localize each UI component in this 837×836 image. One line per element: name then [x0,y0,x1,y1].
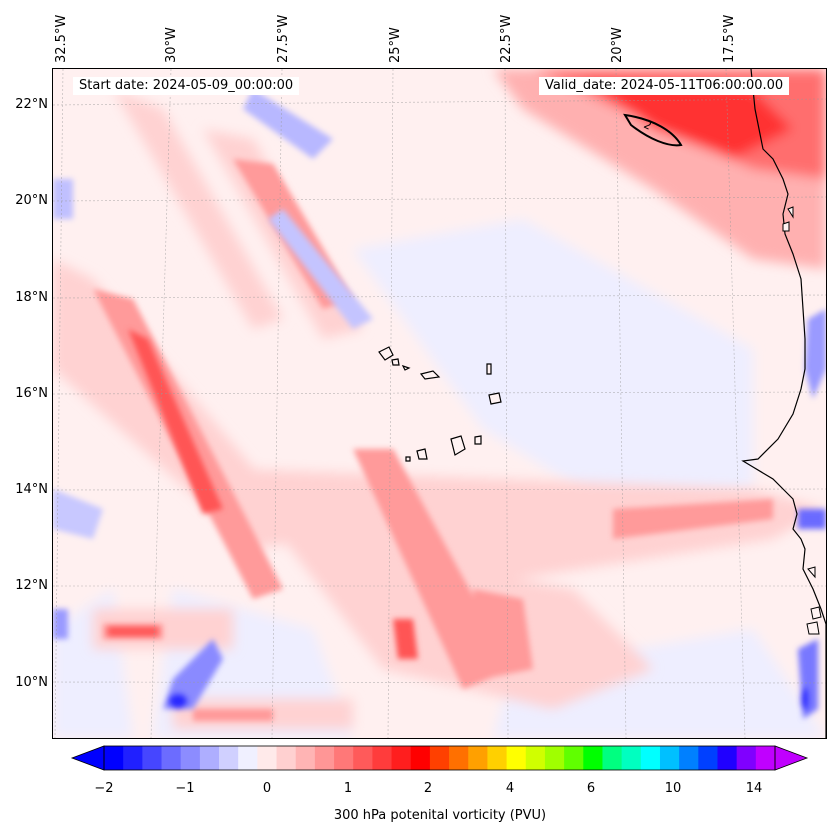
island [416,448,428,460]
colorbar-tick: 6 [586,781,596,796]
island [474,435,482,445]
colorbar-cell [429,746,450,770]
lon-label: 22.5°W [499,14,514,63]
colorbar-cell [525,746,546,770]
colorbar-tick: −2 [94,781,114,796]
map-panel: 2 [52,68,827,739]
colorbar-title: 300 hPa potenital vorticity (PVU) [333,808,547,823]
coastal-islands [782,206,822,635]
colorbar-cell [544,746,565,770]
colorbar-cell [621,746,642,770]
colorbar-cell [449,746,469,770]
graticule [53,69,826,738]
colorbar-cell [506,746,527,770]
pv-jet-streak [493,69,826,269]
colorbar-tick: 14 [745,781,763,796]
island [419,370,441,380]
pv-map: 2 [53,69,826,738]
colorbar-tick: 4 [505,781,515,796]
colorbar-cell [736,746,757,770]
island [401,364,411,371]
africa-coastline [741,69,826,738]
colorbar-cell [353,746,373,770]
colorbar-cell [583,746,603,770]
island [391,358,400,366]
colorbar-cell [295,746,316,770]
cape-verde-islands [378,346,502,462]
island [488,392,502,405]
colorbar-cell [334,746,354,770]
colorbar-tick: 0 [262,781,272,796]
colorbar-cell [698,746,718,770]
colorbar-cells [104,746,776,770]
lat-label: 18°N [15,290,48,305]
lat-label: 22°N [15,97,48,112]
colorbar-cell [238,746,258,770]
colorbar-cell [659,746,680,770]
lat-label: 16°N [15,386,48,401]
contour-label: 2 [642,118,654,133]
colorbar-cell [717,746,738,770]
colorbar-left-arrow [70,745,105,771]
island [486,363,492,375]
lat-label: 20°N [15,193,48,208]
colorbar-cell [602,746,623,770]
colorbar-tick: 1 [343,781,353,796]
lon-label: 27.5°W [276,14,291,63]
island [378,346,394,361]
colorbar-cell [372,746,393,770]
lon-label: 17.5°W [722,14,737,63]
lon-label: 30°W [164,27,179,63]
colorbar-cell [564,746,584,770]
lon-label: 32.5°W [54,14,69,63]
lat-label: 12°N [15,578,48,593]
colorbar-cell [679,746,699,770]
colorbar-tick: 10 [664,781,682,796]
colorbar-cell [755,746,776,770]
lat-label: 14°N [15,482,48,497]
lon-label: 25°W [388,27,403,63]
colorbar-cell [410,746,431,770]
island [405,456,411,462]
colorbar-right-arrow [774,745,809,771]
colorbar-cell [391,746,412,770]
colorbar-tick: 2 [423,781,433,796]
lat-label: 10°N [15,675,48,690]
start-date-label: Start date: 2024-05-09_00:00:00 [73,77,300,95]
colorbar-cell [640,746,661,770]
colorbar-cell [199,746,220,770]
lon-label: 20°W [610,27,625,63]
colorbar-cell [180,746,201,770]
colorbar-cell [123,746,143,770]
colorbar-cell [219,746,239,770]
colorbar-cell [487,746,508,770]
pv-2-contour [623,113,683,147]
colorbar-cell [314,746,335,770]
valid-date-label: Valid_date: 2024-05-11T06:00:00.00 [539,77,790,95]
pv-strong-positive-regions [108,329,418,659]
jet-inner [583,79,793,159]
colorbar-cell [104,746,124,770]
colorbar-cell [161,746,182,770]
colorbar-cell [257,746,278,770]
colorbar-tick: −1 [175,781,195,796]
colorbar-frame [103,745,776,771]
colorbar-cell [142,746,163,770]
colorbar-cell [276,746,297,770]
colorbar-cell [468,746,488,770]
pv-negative-patches [53,89,826,719]
island [450,435,466,456]
